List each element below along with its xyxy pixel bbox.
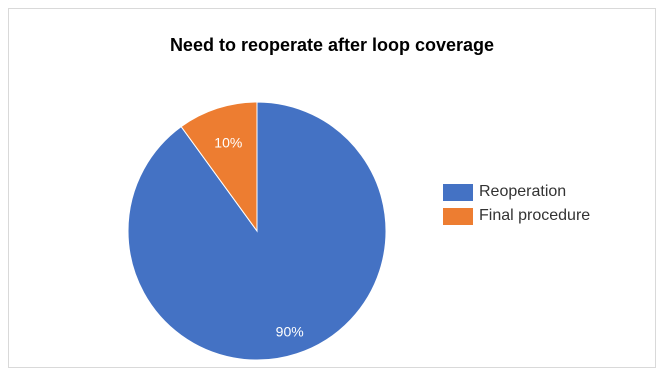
legend-label-reoperation: Reoperation <box>479 183 567 200</box>
data-label-final-procedure: 10% <box>214 135 242 151</box>
pie-chart: 90% 10% <box>127 101 387 361</box>
chart-legend: Reoperation Final procedure <box>443 181 590 229</box>
legend-item-final-procedure: Final procedure <box>443 205 590 227</box>
pie-slice-final-procedure <box>180 101 258 233</box>
legend-item-reoperation: Reoperation <box>443 181 590 203</box>
data-label-reoperation: 90% <box>276 324 304 340</box>
legend-swatch-reoperation <box>443 183 473 201</box>
chart-frame: Need to reoperate after loop coverage 90… <box>8 8 656 368</box>
legend-swatch-final-procedure <box>443 207 473 225</box>
legend-label-final-procedure: Final procedure <box>479 207 591 224</box>
chart-title: Need to reoperate after loop coverage <box>169 35 495 55</box>
